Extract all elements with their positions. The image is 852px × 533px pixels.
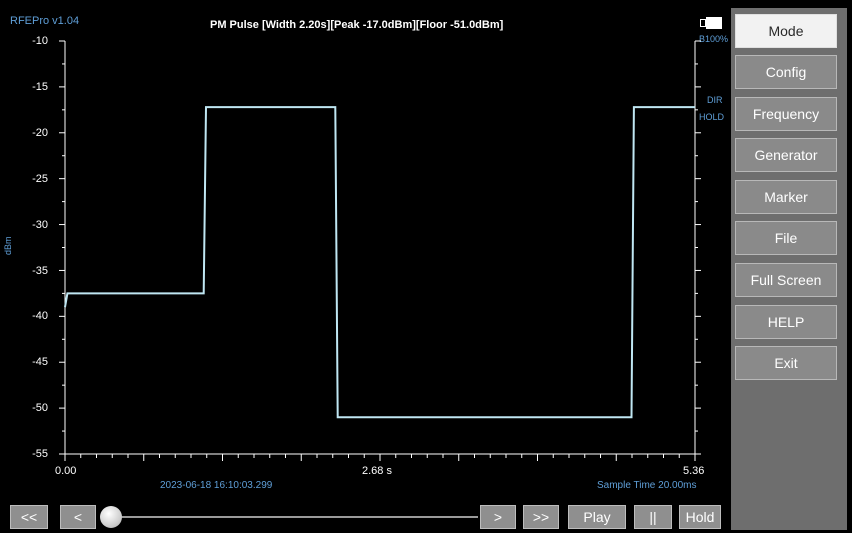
- y-tick-label: -25: [32, 173, 48, 185]
- next-button[interactable]: >: [480, 505, 516, 529]
- y-tick-label: -30: [32, 219, 48, 231]
- pause-button[interactable]: ||: [634, 505, 672, 529]
- y-tick-label: -20: [32, 127, 48, 139]
- full-screen-button[interactable]: Full Screen: [735, 263, 837, 297]
- previous-button[interactable]: <: [60, 505, 96, 529]
- power-trace-chart: [59, 40, 701, 461]
- battery-label: B100%: [699, 34, 729, 44]
- config-button[interactable]: Config: [735, 55, 837, 89]
- play-button[interactable]: Play: [568, 505, 626, 529]
- app-title: RFEPro v1.04: [10, 15, 80, 27]
- battery-icon: [700, 16, 722, 30]
- y-tick-label: -45: [32, 356, 48, 368]
- x-tick-label: 5.36: [683, 465, 705, 477]
- y-tick-label: -50: [32, 402, 48, 414]
- playback-slider-handle[interactable]: [100, 506, 122, 528]
- rewind-button[interactable]: <<: [10, 505, 48, 529]
- exit-button[interactable]: Exit: [735, 346, 837, 380]
- y-tick-label: -55: [32, 448, 48, 460]
- hold-status: HOLD: [699, 112, 725, 122]
- y-tick-label: -15: [32, 81, 48, 93]
- playback-slider-track[interactable]: [113, 516, 478, 518]
- power-trace-line: [64, 106, 695, 419]
- capture-timestamp: 2023-06-18 16:10:03.299: [160, 480, 273, 491]
- y-tick-label: -35: [32, 265, 48, 277]
- generator-button[interactable]: Generator: [735, 138, 837, 172]
- y-tick-label: -40: [32, 310, 48, 322]
- dir-status: DIR: [707, 95, 723, 105]
- x-tick-label: 2.68 s: [362, 465, 392, 477]
- y-tick-label: -10: [32, 35, 48, 47]
- measurement-header: PM Pulse [Width 2.20s][Peak -17.0dBm][Fl…: [210, 19, 504, 31]
- sample-time: Sample Time 20.00ms: [597, 480, 697, 491]
- hold-button[interactable]: Hold: [679, 505, 721, 529]
- x-tick-label: 0.00: [55, 465, 77, 477]
- side-menu: Mode Config Frequency Generator Marker F…: [731, 8, 847, 530]
- file-button[interactable]: File: [735, 221, 837, 255]
- frequency-button[interactable]: Frequency: [735, 97, 837, 131]
- marker-button[interactable]: Marker: [735, 180, 837, 214]
- mode-button[interactable]: Mode: [735, 14, 837, 48]
- fast-forward-button[interactable]: >>: [523, 505, 559, 529]
- help-button[interactable]: HELP: [735, 305, 837, 339]
